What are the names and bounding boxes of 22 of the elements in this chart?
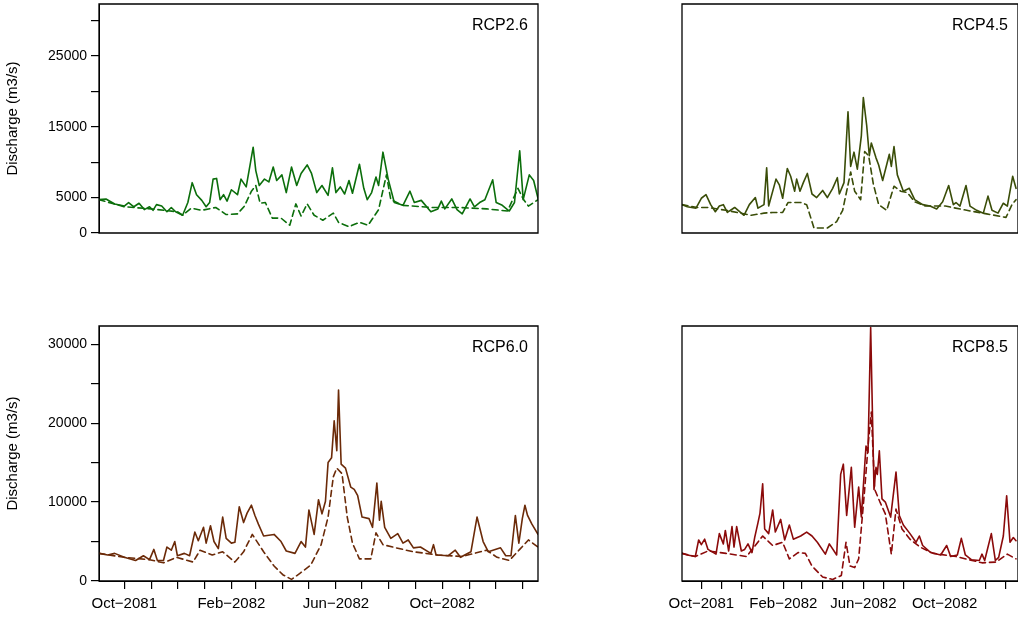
x-tick-label: Jun−2082: [302, 594, 370, 612]
text: RCP4.5: [951, 16, 1009, 34]
y-tick-label: 5000: [55, 188, 88, 205]
y-tick-label: 20000: [48, 413, 88, 430]
y-tick-label: 0: [79, 571, 88, 588]
x-tick-label: Oct−2082: [911, 594, 978, 612]
y-tick-label: 0: [79, 223, 88, 240]
y-tick-label: 10000: [48, 492, 88, 509]
y-tick-label: 30000: [48, 335, 88, 352]
x-tick-label: Jun−2082: [830, 594, 897, 612]
x-tick-label: Oct−2081: [91, 594, 157, 612]
y-axis-title: Discharge (m3/s): [3, 396, 21, 511]
text: RCP8.5: [951, 338, 1009, 356]
y-tick-label: 15000: [48, 117, 88, 134]
x-tick-label: Feb−2082: [749, 594, 818, 612]
y-axis-title: Discharge (m3/s): [3, 61, 21, 176]
x-tick-label: Oct−2082: [409, 594, 475, 612]
text: RCP6.0: [471, 338, 529, 356]
y-tick-label: 25000: [48, 46, 88, 63]
x-tick-label: Oct−2081: [668, 594, 735, 612]
x-tick-label: Feb−2082: [197, 594, 266, 612]
text: RCP2.6: [471, 16, 529, 34]
